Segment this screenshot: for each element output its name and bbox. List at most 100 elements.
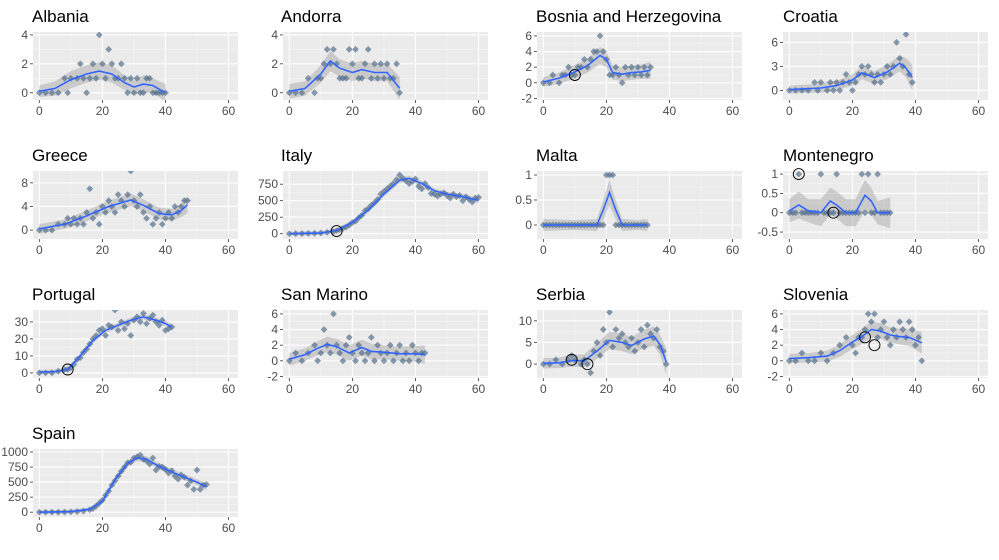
y-tick-label: 10 <box>15 349 29 363</box>
x-tick-label: 0 <box>786 382 793 396</box>
data-point <box>861 209 869 217</box>
data-point <box>83 89 91 97</box>
y-tick-label: 0 <box>21 86 28 100</box>
y-tick-label: 0.5 <box>515 193 532 207</box>
data-point <box>177 203 185 210</box>
data-point <box>158 220 166 228</box>
x-tick-label: 60 <box>222 521 236 535</box>
panel-title: Slovenia <box>783 285 849 304</box>
data-point <box>377 60 385 68</box>
panel-data-layer <box>35 451 210 516</box>
x-tick-label: 0 <box>540 382 547 396</box>
y-tick-label: 0 <box>21 366 28 380</box>
highlight-ring <box>330 225 343 238</box>
data-point <box>311 341 318 349</box>
data-point <box>139 208 147 216</box>
x-tick-label: 20 <box>600 104 614 118</box>
panel-title: San Marino <box>281 285 368 304</box>
panel-background <box>783 171 988 239</box>
data-point <box>399 357 407 365</box>
x-tick-label: 60 <box>972 382 986 396</box>
x-tick-label: 60 <box>222 382 236 396</box>
panel-data-layer <box>285 310 429 366</box>
data-point <box>35 369 43 377</box>
data-point <box>539 360 547 368</box>
data-point <box>371 357 378 365</box>
data-point <box>886 341 894 349</box>
data-point <box>811 79 818 86</box>
data-point <box>127 171 135 175</box>
data-point <box>152 466 160 474</box>
y-tick-label: 0 <box>771 83 778 97</box>
smooth-line <box>289 59 401 93</box>
data-point <box>612 326 620 333</box>
data-point <box>64 89 72 97</box>
data-point <box>114 191 122 199</box>
data-point <box>320 326 328 333</box>
data-point <box>105 45 113 53</box>
data-point <box>408 341 416 349</box>
data-point <box>114 327 122 334</box>
x-tick-label: 0 <box>286 382 293 396</box>
data-point <box>402 349 410 357</box>
data-point <box>612 63 620 71</box>
x-tick-label: 20 <box>96 104 110 118</box>
data-point <box>905 318 913 326</box>
data-point <box>621 63 629 71</box>
data-point <box>361 357 369 365</box>
data-point <box>345 221 353 229</box>
data-point <box>383 60 391 68</box>
data-point <box>647 63 654 71</box>
y-tick-label: -0.5 <box>757 225 778 239</box>
data-point <box>833 171 841 178</box>
y-tick-label: 0 <box>771 206 778 220</box>
y-tick-label: 750 <box>258 177 278 191</box>
panel-title: Spain <box>32 424 75 443</box>
data-point <box>285 89 293 97</box>
data-point <box>314 357 322 365</box>
panel-serbia: Serbia 0 20 40 60 0 5 10 <box>519 285 742 396</box>
data-point <box>443 192 451 199</box>
data-point <box>333 60 341 68</box>
y-tick-label: 4 <box>771 323 778 337</box>
y-tick-label: 0 <box>271 86 278 100</box>
data-point <box>352 45 359 53</box>
y-tick-label: 2 <box>271 57 278 71</box>
data-point <box>833 79 841 86</box>
data-point <box>380 74 388 82</box>
data-point <box>565 63 572 71</box>
data-point <box>653 326 661 333</box>
data-point <box>136 191 144 199</box>
data-point <box>152 214 160 222</box>
data-point <box>552 356 560 364</box>
x-tick-label: 0 <box>286 243 293 257</box>
data-point <box>908 326 916 333</box>
x-tick-label: 60 <box>472 243 486 257</box>
y-tick-label: 6 <box>271 307 278 321</box>
y-tick-label: 0 <box>271 227 278 241</box>
data-point <box>102 208 109 216</box>
y-tick-label: 0 <box>271 354 278 368</box>
data-point <box>187 477 195 485</box>
data-point <box>908 79 916 86</box>
y-tick-label: 20 <box>15 332 29 346</box>
data-point <box>124 191 132 199</box>
data-point <box>643 321 651 329</box>
data-point <box>804 357 812 365</box>
x-tick-label: 40 <box>409 243 423 257</box>
data-point <box>618 330 626 338</box>
x-tick-label: 20 <box>346 104 360 118</box>
data-point <box>177 471 185 479</box>
y-tick-label: 6 <box>771 307 778 321</box>
x-tick-label: 40 <box>409 382 423 396</box>
data-point <box>852 79 859 86</box>
data-point <box>155 321 163 329</box>
highlight-ring <box>581 358 594 371</box>
data-point <box>345 333 353 341</box>
data-point <box>326 349 334 357</box>
x-tick-label: 0 <box>540 243 547 257</box>
data-point <box>320 60 328 68</box>
